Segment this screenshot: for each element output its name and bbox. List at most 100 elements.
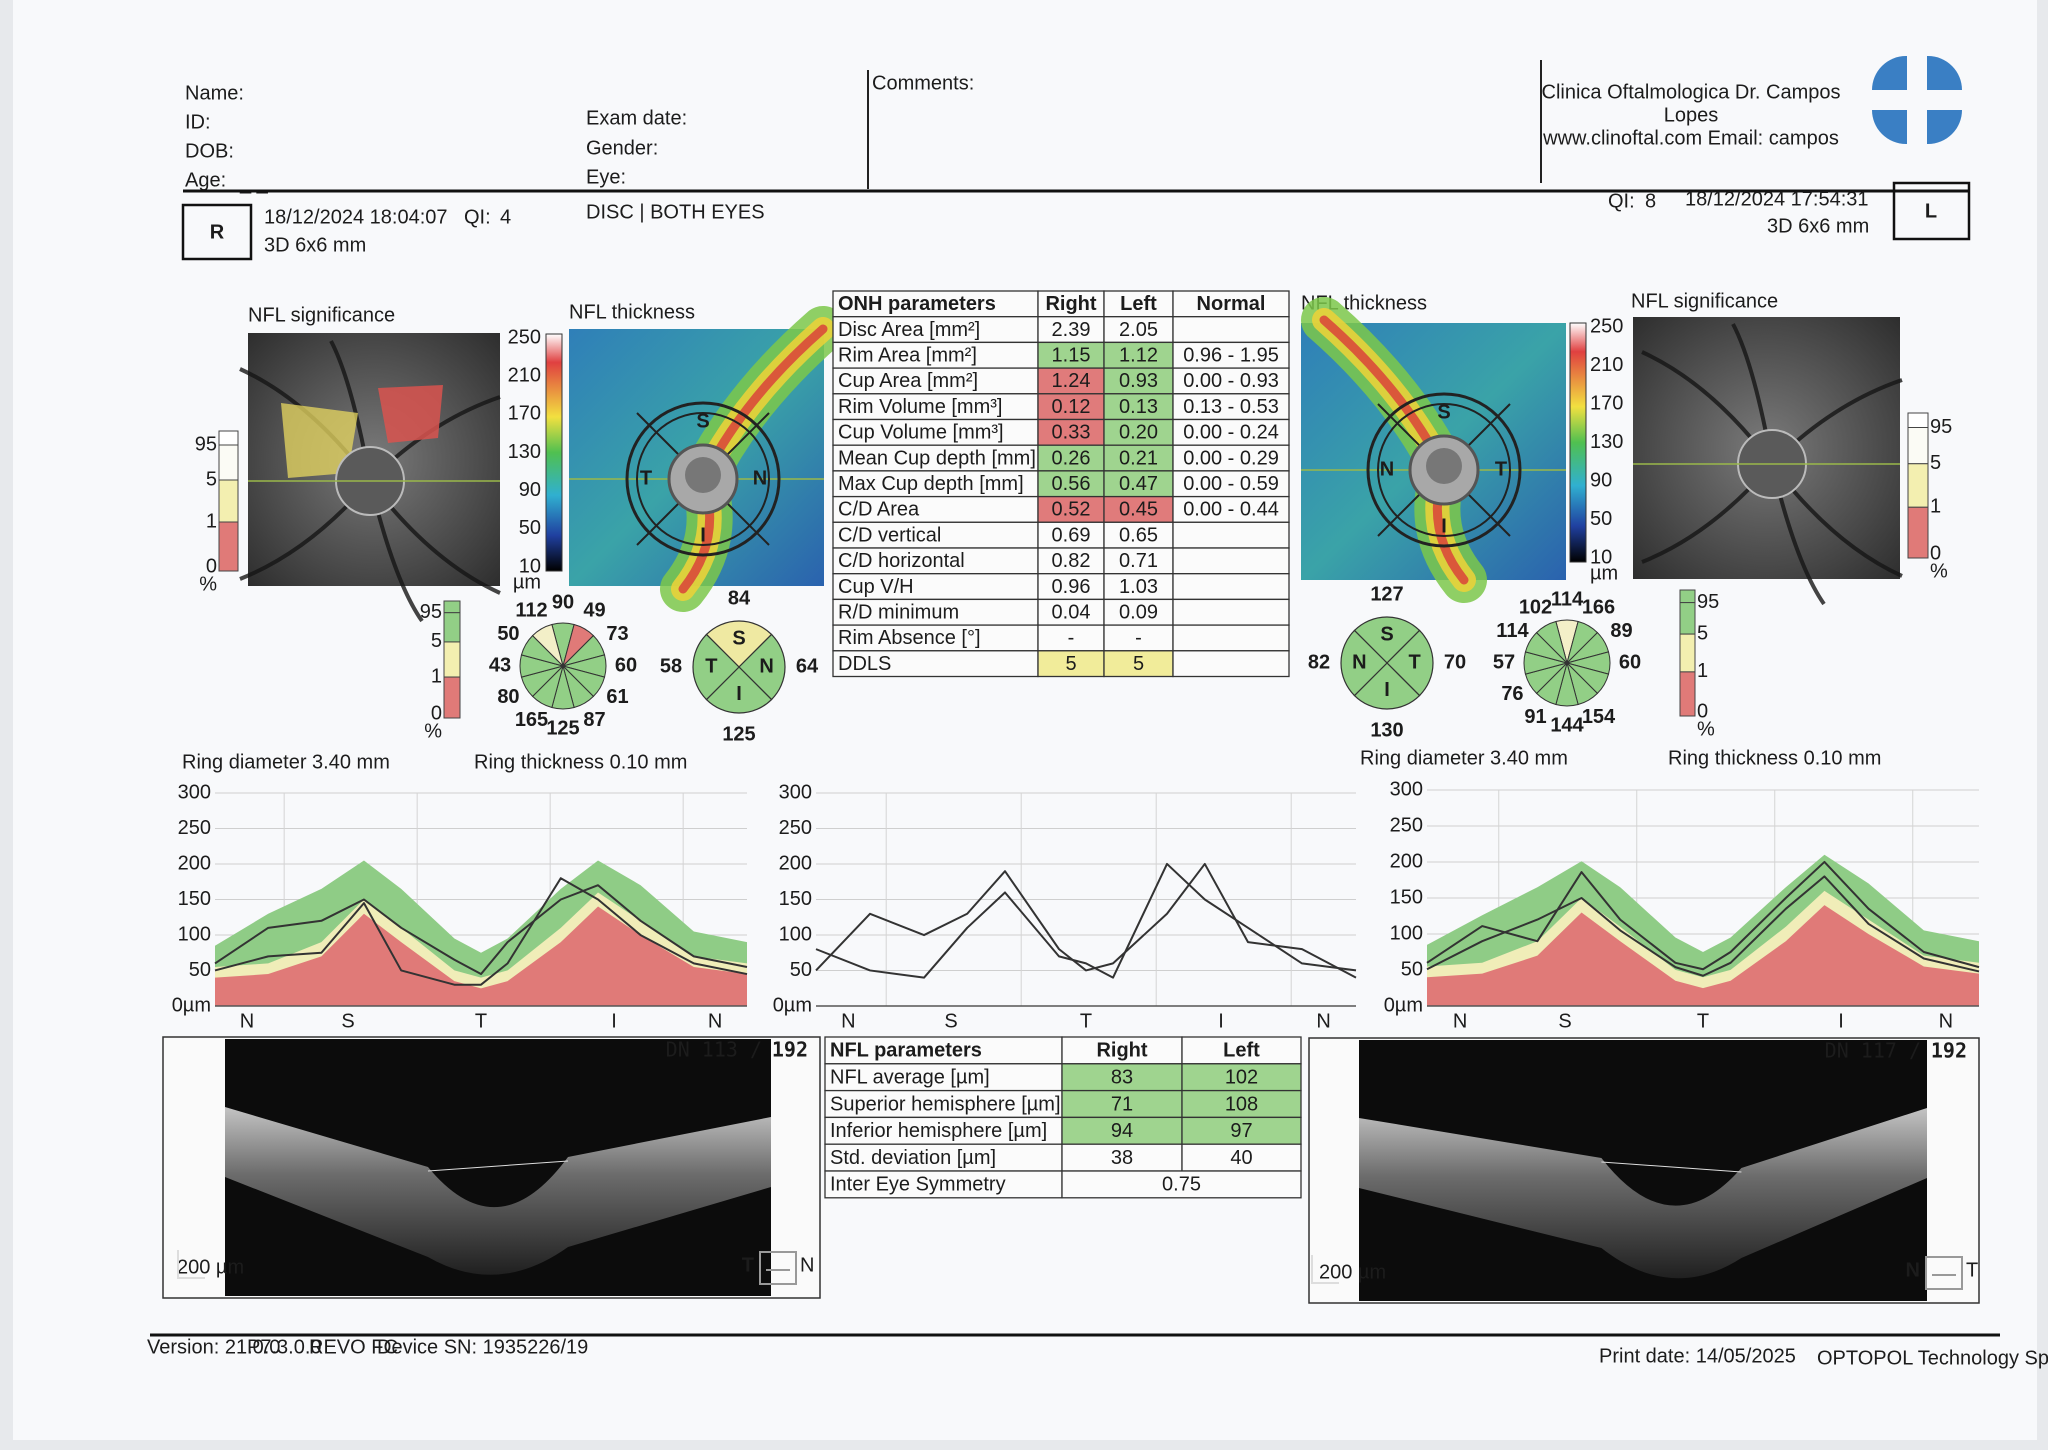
id-label: ID:	[185, 111, 211, 133]
quadrant-value: 127	[1370, 583, 1403, 605]
scale-segment	[1907, 463, 1929, 508]
scale-bar	[1311, 1255, 1339, 1284]
table-header: Left	[1120, 293, 1157, 315]
y-tick-label: 50	[189, 959, 211, 981]
table-cell	[1172, 521, 1290, 549]
reference-line	[1601, 1161, 1742, 1173]
clock-value: 73	[606, 623, 628, 645]
table-cell-text: 0.26	[1052, 447, 1091, 469]
quadrant-value: 58	[660, 655, 682, 677]
table-header: Right	[1096, 1040, 1147, 1062]
table-cell-text: NFL average [µm]	[830, 1066, 990, 1088]
quadrant-value: 130	[1370, 719, 1403, 741]
table-cell	[1037, 495, 1105, 523]
x-tick-label: I	[1218, 1010, 1224, 1032]
table-cell-text: Mean Cup depth [mm]	[838, 447, 1036, 469]
y-tick-label: 100	[178, 923, 211, 945]
quadrant-letter: I	[736, 683, 742, 705]
scale-segment	[1679, 589, 1696, 604]
table-cell	[1103, 495, 1174, 523]
footer-text: OPTOPOL Technology Sp. z o.o.	[1817, 1347, 2048, 1369]
map-direction: S	[696, 410, 709, 432]
table-cell-text: Superior hemisphere [µm]	[830, 1093, 1061, 1115]
table-cell	[1172, 624, 1290, 652]
scale-label: %	[1697, 718, 1715, 740]
qi-label: QI:	[464, 206, 491, 228]
measurement-ring	[1377, 403, 1511, 537]
table-cell	[832, 650, 1039, 678]
scale-label: 1	[206, 510, 217, 532]
ring-diameter: Ring diameter 3.40 mm	[1360, 747, 1568, 769]
clock-value: 114	[1496, 620, 1529, 642]
age-value: _ _	[239, 172, 269, 194]
table-cell-text: 83	[1111, 1066, 1133, 1088]
table-cell	[1181, 1089, 1302, 1119]
scale-label: %	[199, 573, 217, 595]
panel-title: NFL significance	[248, 304, 395, 326]
scale-segment	[443, 612, 461, 643]
table-cell	[1172, 444, 1290, 472]
scale-segment	[218, 479, 239, 523]
table-cell	[1037, 444, 1105, 472]
scale-label: 5	[431, 630, 442, 652]
table-cell	[1061, 1170, 1302, 1199]
clock-value: 87	[583, 709, 605, 731]
measurement-ring	[625, 401, 781, 557]
y-tick-label: 100	[779, 923, 812, 945]
y-tick-label: 250	[178, 817, 211, 839]
table-cell	[1037, 650, 1105, 678]
scale-bar-label: 200 µm	[1319, 1261, 1386, 1283]
clock-value: 60	[615, 654, 637, 676]
table-cell-text: C/D vertical	[838, 524, 941, 546]
side-letter: L	[1925, 200, 1937, 222]
colorbar-label: 90	[1590, 469, 1612, 491]
table-cell	[832, 547, 1039, 575]
colorbar-label: 250	[508, 326, 541, 348]
exam-datetime: 18/12/2024 17:54:31	[1685, 188, 1869, 210]
quadrant-value: 64	[796, 655, 819, 677]
scale-label: 1	[1930, 496, 1941, 518]
gender-label: Gender:	[586, 137, 658, 159]
table-cell-text: 0.69	[1052, 524, 1091, 546]
quadrant-value: 70	[1444, 651, 1466, 673]
table-cell-text: 40	[1230, 1147, 1252, 1169]
clock-value: 43	[489, 654, 511, 676]
table-cell-text: Rim Volume [mm³]	[838, 396, 1002, 418]
table-cell	[1172, 495, 1290, 523]
table-cell	[1181, 1116, 1302, 1145]
table-cell-text: 0.12	[1052, 396, 1091, 418]
quadrant-sector	[1386, 629, 1434, 697]
table-cell-text: Cup V/H	[838, 576, 914, 598]
side-box	[181, 203, 253, 261]
clock-value: 49	[583, 600, 605, 622]
retina-layers	[1359, 1108, 1927, 1279]
quadrant-sector	[1340, 629, 1388, 697]
map-direction: T	[640, 467, 652, 489]
map-direction: S	[1437, 401, 1450, 423]
x-tick-label: N	[1939, 1010, 1953, 1032]
scale-label: 0	[206, 555, 217, 577]
protocol: DISC | BOTH EYES	[586, 201, 765, 223]
table-cell-text: 0.00 - 0.24	[1183, 422, 1279, 444]
x-tick-label: S	[1558, 1010, 1571, 1032]
footer-text: REVO FC	[309, 1336, 398, 1358]
table-header: ONH parameters	[838, 293, 996, 315]
table-cell-text: 5	[1065, 653, 1076, 675]
table-header: Normal	[1197, 293, 1266, 315]
table-cell-text: Inter Eye Symmetry	[830, 1174, 1006, 1196]
clock-value: 76	[1501, 683, 1523, 705]
clock-value: 102	[1519, 597, 1552, 619]
footer-text: P7.3.0.0	[247, 1336, 322, 1358]
y-tick-label: 250	[779, 817, 812, 839]
colorbar-label: 210	[1590, 354, 1623, 376]
clinic-logo	[1872, 56, 1962, 144]
table-header: Right	[1045, 293, 1096, 315]
clock-value: 125	[546, 717, 579, 739]
clinic-line: Lopes	[1664, 104, 1719, 126]
x-tick-label: S	[341, 1010, 354, 1032]
panel-title: NFL thickness	[569, 301, 695, 323]
table-cell-text: 102	[1225, 1066, 1258, 1088]
scale-segment	[1679, 671, 1696, 717]
x-tick-label: N	[841, 1010, 855, 1032]
table-cell-text: 97	[1230, 1120, 1252, 1142]
